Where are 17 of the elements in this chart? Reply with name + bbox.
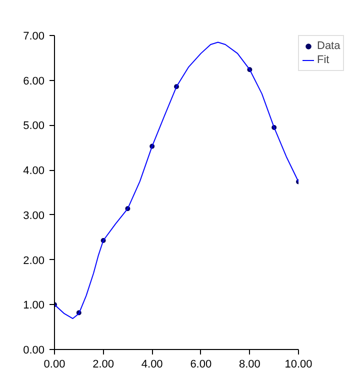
x-tick-label: 0.00 — [44, 358, 66, 370]
y-tick-label: 4.00 — [23, 165, 45, 178]
y-tick-label: 6.00 — [23, 75, 45, 88]
x-tick-label: 2.00 — [92, 358, 114, 370]
y-tick-label: 2.00 — [23, 254, 45, 267]
y-tick-label: 7.00 — [23, 30, 45, 42]
y-tick-label: 1.00 — [23, 300, 45, 312]
y-tick-label: 5.00 — [23, 120, 45, 132]
x-tick-label: 8.00 — [238, 358, 260, 370]
x-tick-label: 10.00 — [284, 358, 312, 370]
legend-label: Data — [317, 40, 340, 52]
x-tick-label: 6.00 — [190, 358, 212, 370]
y-tick-label: 0.00 — [23, 344, 45, 356]
y-tick-label: 3.00 — [23, 210, 45, 222]
line-series — [54, 42, 298, 320]
x-tick-label: 4.00 — [141, 358, 163, 370]
legend-label: Fit — [317, 54, 330, 66]
